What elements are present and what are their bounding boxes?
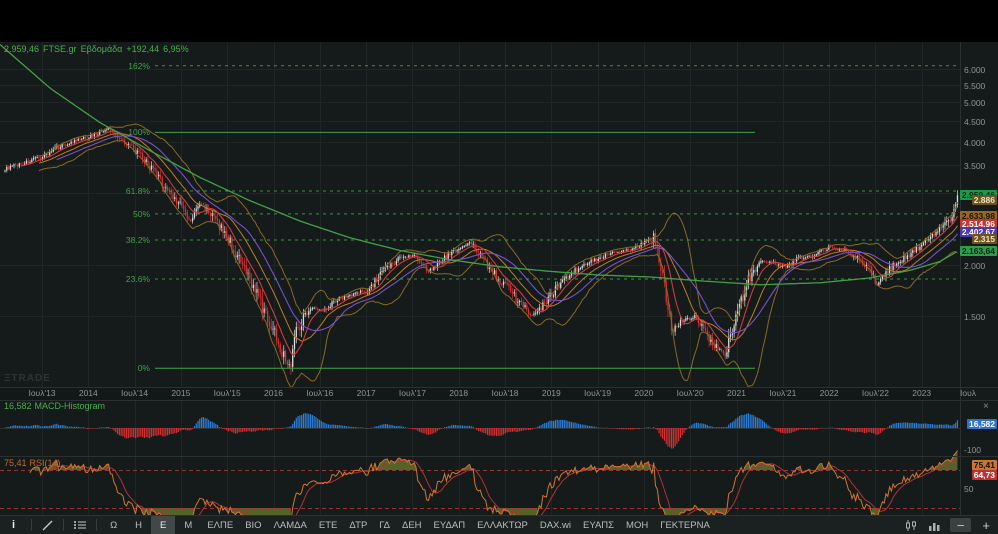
ticker-button-ΓΔ[interactable]: ΓΔ	[379, 519, 390, 531]
ticker-button-ΕΥΑΠΣ[interactable]: ΕΥΑΠΣ	[583, 519, 615, 531]
ticker-button-ΛΑΜΔΑ[interactable]: ΛΑΜΔΑ	[273, 519, 307, 531]
ticker-button-ΕΤΕ[interactable]: ΕΤΕ	[318, 519, 338, 531]
candlestick-series	[4, 125, 959, 375]
ticker-button-ΕΛΠΕ[interactable]: ΕΛΠΕ	[207, 519, 234, 531]
toolbar-separator	[63, 519, 65, 531]
ticker-button-ΜΟΗ[interactable]: ΜΟΗ	[626, 519, 649, 531]
bollinger-basis	[38, 133, 958, 342]
ticker-button-ΔΤΡ[interactable]: ΔΤΡ	[349, 519, 368, 531]
timeframe-button-Ω[interactable]: Ω	[110, 519, 118, 531]
ticker-button-DAX.wi[interactable]: DAX.wi	[539, 519, 571, 531]
bollinger-lower-band	[38, 140, 958, 389]
toolbar-separator	[96, 519, 98, 531]
ticker-button-ΕΛΛΑΚΤΩΡ[interactable]: ΕΛΛΑΚΤΩΡ	[477, 519, 528, 531]
bollinger-upper-band	[39, 123, 958, 322]
timeframe-button-Μ[interactable]: Μ	[184, 519, 193, 531]
rsi-extreme-fill	[928, 450, 958, 470]
ticker-list: ΕΛΠΕ ΒΙΟ ΛΑΜΔΑ ΕΤΕ ΔΤΡ ΓΔ ΔΕΗ ΕΥΔΑΠ ΕΛΛΑΚΤΩΡ DAX.…	[201, 516, 715, 534]
rsi-extreme-fill	[374, 458, 416, 470]
rsi-extreme-fill	[223, 508, 229, 514]
bar-chart-icon[interactable]	[923, 516, 947, 534]
ticker-button-ΔΕΗ[interactable]: ΔΕΗ	[402, 519, 422, 531]
macd-close-icon[interactable]: ×	[983, 401, 989, 412]
chart-controls-group: − +	[899, 516, 998, 534]
grid-lines	[0, 42, 960, 515]
ticker-button-ΓΕΚΤΕΡΝΑ[interactable]: ΓΕΚΤΕΡΝΑ	[660, 519, 710, 531]
toolbar-separator	[31, 519, 33, 531]
drawing-tools-group: i	[0, 516, 101, 534]
long-term-ma-line	[0, 44, 957, 286]
rsi-extreme-fill	[31, 466, 39, 470]
zoom-out-button[interactable]: −	[949, 518, 972, 533]
zoom-in-button[interactable]: +	[982, 517, 990, 533]
crosshair-info-tool[interactable]: i	[12, 519, 16, 531]
watchlist-icon[interactable]	[68, 516, 92, 534]
candlestick-chart-icon[interactable]	[899, 516, 923, 534]
ticker-button-ΕΥΔΑΠ[interactable]: ΕΥΔΑΠ	[433, 519, 466, 531]
trendline-tool-icon[interactable]	[36, 516, 59, 534]
sma-fast-line	[20, 130, 958, 356]
macd-histogram-series	[4, 413, 959, 449]
timeframe-button-Ε[interactable]: Ε	[151, 516, 176, 534]
ticker-button-ΒΙΟ[interactable]: ΒΙΟ	[245, 519, 262, 531]
top-black-band	[0, 0, 998, 42]
sma-slow-line	[56, 135, 958, 334]
timeframe-button-Η[interactable]: Η	[135, 519, 143, 531]
